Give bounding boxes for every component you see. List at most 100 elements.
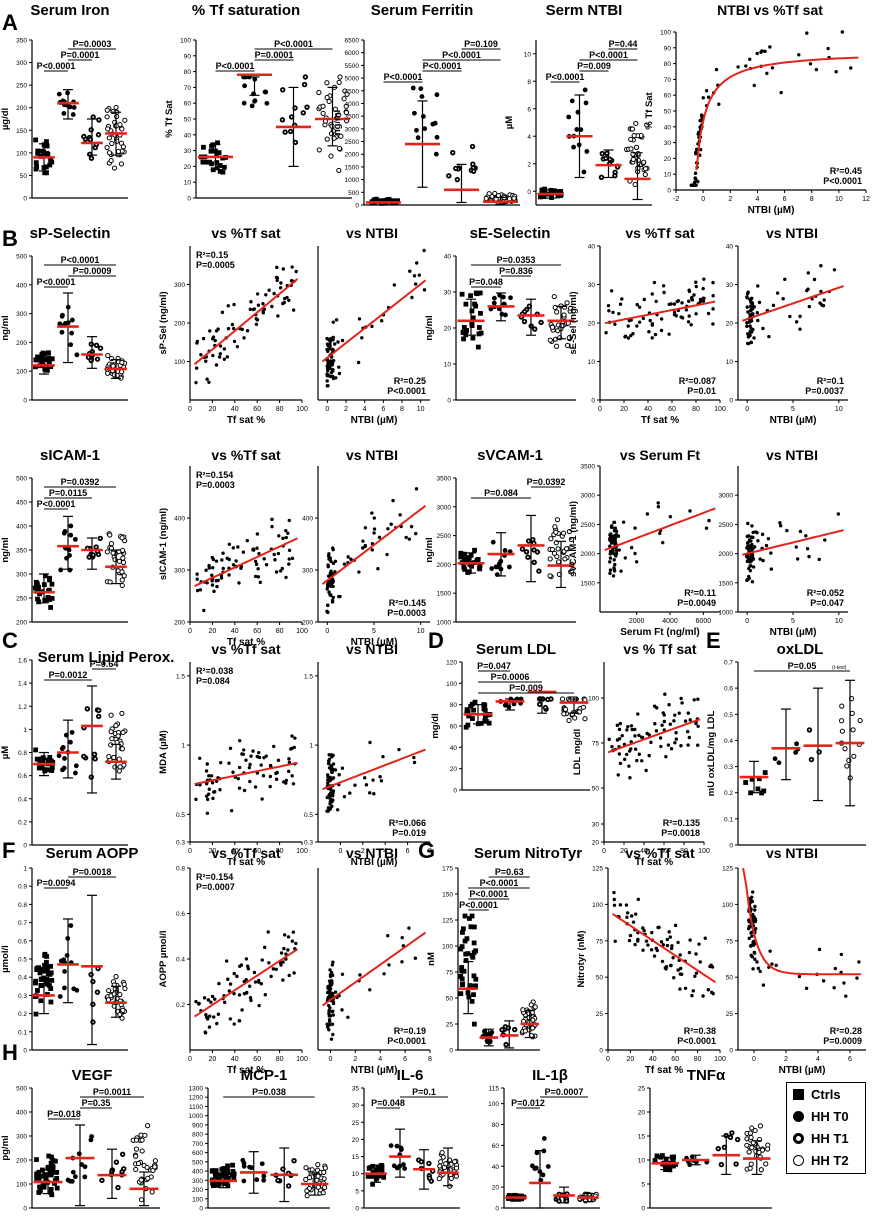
panel-title: vs Serum Ft bbox=[620, 447, 700, 463]
data-point-hh-t1 bbox=[470, 168, 477, 174]
data-point bbox=[210, 573, 214, 577]
data-point bbox=[227, 989, 232, 993]
data-point-ctrl bbox=[49, 1192, 55, 1198]
data-point bbox=[326, 987, 330, 991]
data-point bbox=[329, 764, 333, 768]
section-letter-b: B bbox=[2, 226, 18, 251]
y-tick-label: 0 bbox=[447, 398, 451, 405]
y-tick-label: 200 bbox=[16, 105, 27, 112]
data-point bbox=[697, 942, 701, 946]
data-point-ctrl bbox=[519, 1193, 524, 1199]
data-point bbox=[662, 290, 666, 295]
group-hh-t1 bbox=[553, 1186, 575, 1204]
data-point bbox=[644, 939, 649, 943]
data-point bbox=[770, 962, 774, 966]
data-point-hh-t2 bbox=[324, 80, 330, 86]
y-axis-label: µM bbox=[0, 746, 11, 759]
data-point-hh-t2 bbox=[548, 536, 554, 542]
y-tick-label: 60 bbox=[184, 101, 192, 108]
p-value-label: P<0.0001 bbox=[216, 61, 255, 71]
data-point bbox=[236, 545, 240, 549]
data-point bbox=[701, 299, 706, 303]
data-point bbox=[291, 930, 296, 934]
data-point bbox=[617, 311, 621, 316]
x-tick-label: 100 bbox=[714, 406, 726, 413]
data-point-hh-t2 bbox=[135, 1160, 142, 1167]
data-point bbox=[195, 577, 199, 581]
data-point-hh-t1 bbox=[499, 1027, 505, 1033]
group-ctrls bbox=[365, 1162, 387, 1187]
data-point-hh-t1 bbox=[525, 538, 532, 544]
data-point-hh-t1 bbox=[808, 756, 815, 763]
data-point bbox=[612, 897, 616, 902]
regression-line bbox=[321, 505, 427, 585]
data-point bbox=[206, 792, 211, 796]
data-point bbox=[340, 766, 345, 770]
data-point bbox=[674, 314, 678, 318]
data-point-hh-t2 bbox=[520, 1007, 526, 1013]
data-point bbox=[779, 90, 783, 95]
data-point-ctrl bbox=[469, 321, 475, 327]
data-point bbox=[286, 531, 290, 535]
y-tick-label: 0.5 bbox=[18, 957, 27, 964]
data-point bbox=[626, 724, 630, 729]
data-point-hh-t1 bbox=[97, 345, 104, 351]
data-point bbox=[649, 948, 654, 952]
p-value-label: P=0.0392 bbox=[61, 477, 100, 487]
data-point-hh-t2 bbox=[105, 126, 111, 132]
data-point bbox=[329, 336, 334, 341]
data-point bbox=[244, 957, 249, 961]
data-point-hh-t2 bbox=[748, 1134, 754, 1141]
data-points bbox=[607, 692, 700, 780]
data-point bbox=[693, 171, 698, 175]
x-tick-label: 60 bbox=[253, 406, 261, 413]
data-point bbox=[783, 277, 787, 282]
data-point-hh-t0 bbox=[241, 100, 247, 106]
data-point bbox=[704, 526, 709, 530]
data-point-hh-t2 bbox=[642, 171, 648, 178]
y-tick-label: 0.2 bbox=[18, 1011, 27, 1018]
group-hh-t1 bbox=[81, 535, 103, 570]
y-tick-label: 0.9 bbox=[18, 884, 27, 891]
data-point-hh-t2 bbox=[336, 112, 342, 118]
data-point-ctrl bbox=[35, 587, 40, 593]
x-tick-label: 80 bbox=[692, 406, 700, 413]
panel-title: vs NTBI bbox=[766, 845, 818, 861]
p-value-label: P<0.0001 bbox=[61, 255, 100, 265]
data-point-hh-t2 bbox=[121, 762, 127, 768]
data-point bbox=[248, 762, 252, 767]
data-point-ctrl bbox=[743, 780, 749, 785]
panel-b4: 010203040sE-Selectinng/mlP=0.048P=0.836P… bbox=[424, 225, 576, 405]
y-tick-label: 30 bbox=[726, 282, 734, 289]
data-point-ctrl bbox=[468, 924, 474, 930]
data-point bbox=[761, 326, 765, 331]
y-tick-label: 70 bbox=[664, 77, 672, 84]
data-point bbox=[706, 95, 711, 99]
data-point bbox=[805, 31, 809, 35]
data-point bbox=[750, 580, 755, 584]
x-tick-label: 60 bbox=[671, 1056, 679, 1063]
y-tick-label: 1 bbox=[309, 743, 313, 750]
data-point-hh-t2 bbox=[105, 353, 111, 359]
data-point-hh-t1 bbox=[450, 149, 456, 156]
data-point-ctrl bbox=[214, 153, 220, 159]
data-point bbox=[357, 317, 362, 321]
data-point bbox=[294, 269, 298, 274]
data-point bbox=[377, 535, 382, 540]
data-point bbox=[691, 989, 695, 993]
data-point-ctrl bbox=[33, 980, 38, 986]
data-point bbox=[673, 741, 677, 745]
x-tick-label: 6 bbox=[406, 848, 410, 855]
data-point bbox=[615, 723, 620, 728]
data-point bbox=[372, 792, 376, 796]
data-point bbox=[668, 935, 672, 939]
data-point bbox=[262, 557, 266, 561]
x-tick-label: 20 bbox=[209, 848, 217, 855]
data-point-hh-t1 bbox=[531, 559, 537, 566]
p-value-label: P=0.048 bbox=[469, 277, 503, 287]
data-point bbox=[640, 759, 644, 763]
data-point bbox=[766, 537, 771, 541]
data-point bbox=[678, 966, 683, 971]
data-point bbox=[242, 336, 246, 340]
data-point bbox=[687, 299, 691, 303]
